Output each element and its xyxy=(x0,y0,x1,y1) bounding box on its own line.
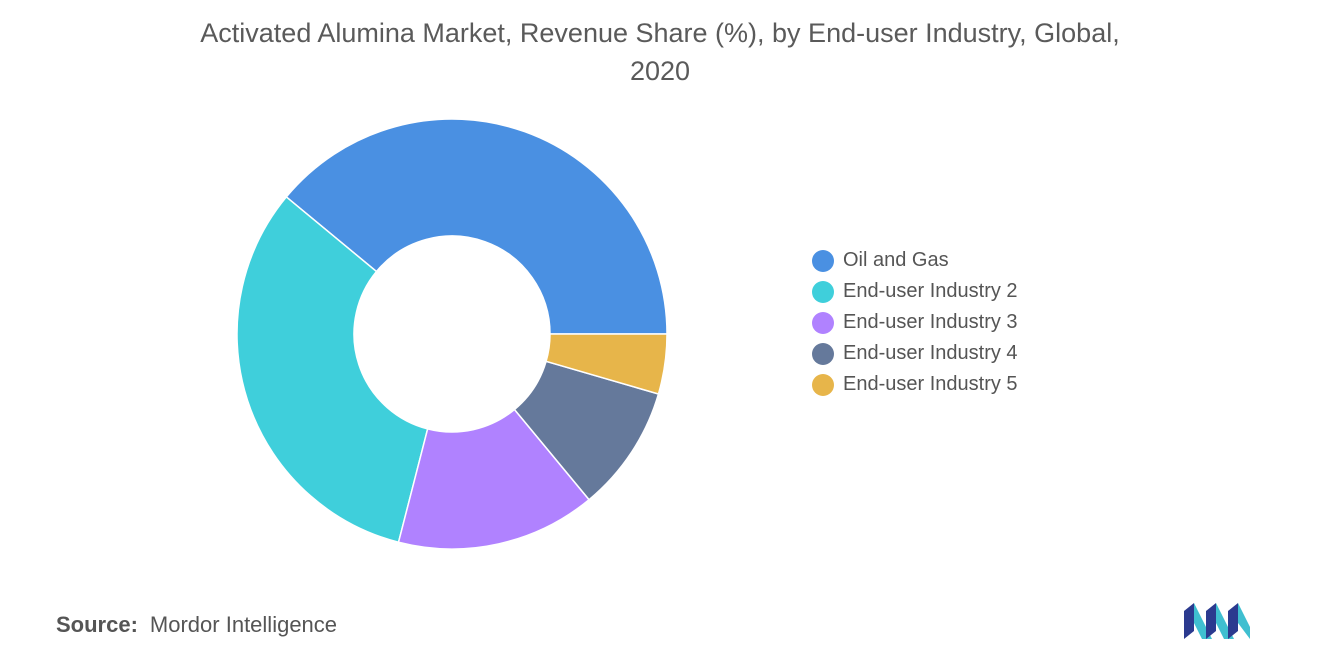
legend-label: End-user Industry 5 xyxy=(843,373,1018,395)
donut-slice-5 xyxy=(545,333,668,395)
legend-item-4: End-user Industry 4 xyxy=(812,338,1018,369)
legend-label: End-user Industry 2 xyxy=(843,280,1018,302)
donut-slice-1 xyxy=(285,118,668,335)
legend-label: Oil and Gas xyxy=(843,249,949,271)
legend-item-5: End-user Industry 5 xyxy=(812,369,1018,400)
chart-legend: Oil and Gas End-user Industry 2 End-user I… xyxy=(812,245,1018,400)
legend-swatch-icon xyxy=(812,249,834,272)
legend-label: End-user Industry 3 xyxy=(843,311,1018,333)
legend-label: End-user Industry 4 xyxy=(843,342,1018,364)
mordor-intelligence-logo-icon xyxy=(1184,603,1250,639)
legend-swatch-icon xyxy=(812,280,834,303)
source-text: Mordor Intelligence xyxy=(149,612,338,637)
source-note: Source: Mordor Intelligence xyxy=(56,612,337,638)
chart-title-line-1: Activated Alumina Market, Revenue Share … xyxy=(200,18,1120,48)
donut-slice-2 xyxy=(236,195,429,544)
legend-swatch-icon xyxy=(812,342,834,365)
chart-title-line-2: 2020 xyxy=(629,56,691,86)
source-label: Source: xyxy=(56,612,138,637)
donut-slice-3 xyxy=(397,408,591,550)
chart-title: Activated Alumina Market, Revenue Share … xyxy=(60,14,1260,90)
legend-swatch-icon xyxy=(812,373,834,396)
legend-item-2: End-user Industry 2 xyxy=(812,276,1018,307)
legend-item-1: Oil and Gas xyxy=(812,245,1018,276)
legend-item-3: End-user Industry 3 xyxy=(812,307,1018,338)
legend-swatch-icon xyxy=(812,311,834,334)
